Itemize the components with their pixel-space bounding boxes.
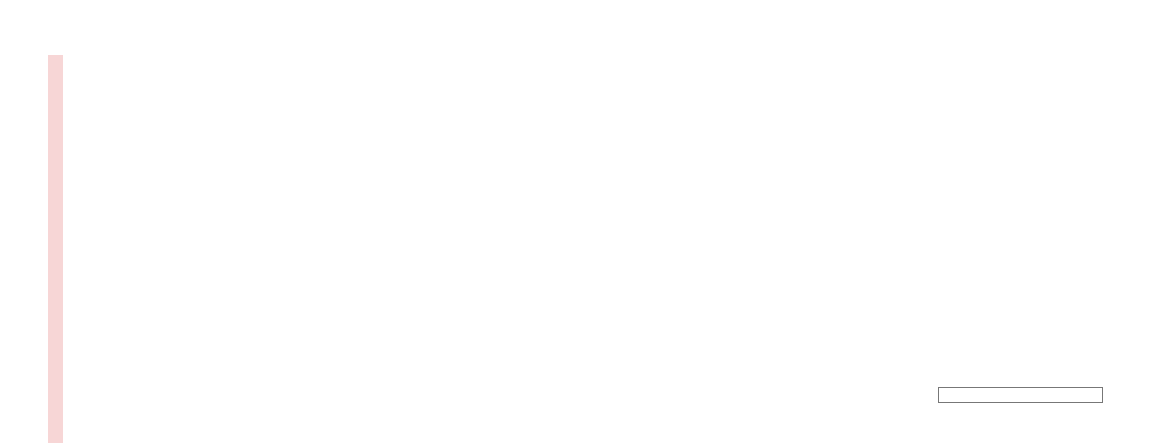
temperature-axis-strip	[48, 55, 63, 443]
rain-legend-swatch	[125, 390, 177, 403]
cloud-density-scale-labels	[938, 407, 1103, 423]
cloud-density-scale	[938, 387, 1103, 403]
showers-legend-swatch	[278, 390, 330, 403]
